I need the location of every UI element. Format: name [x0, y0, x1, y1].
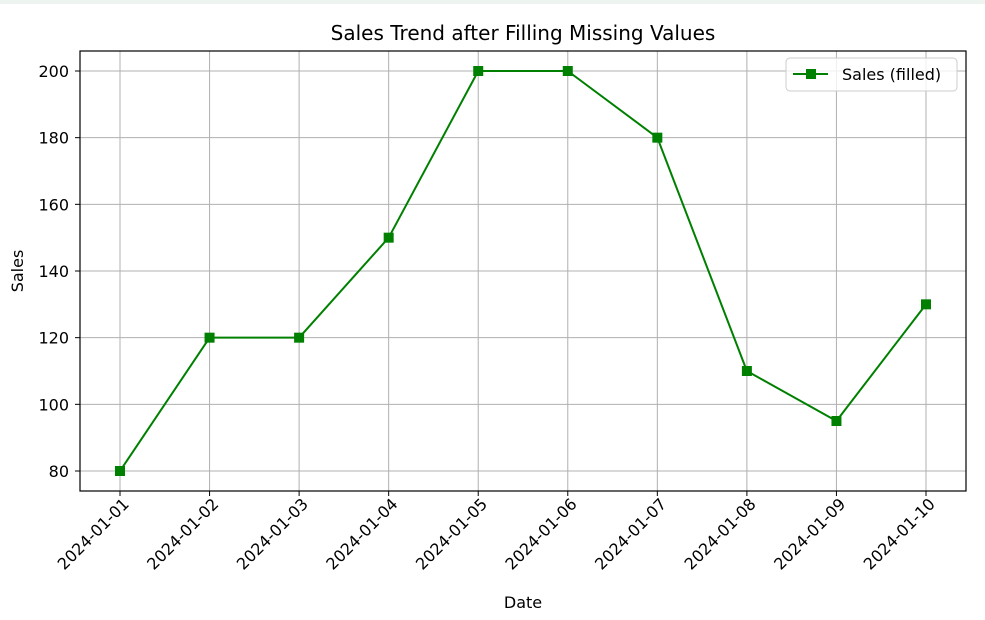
y-tick-label: 80	[49, 462, 69, 481]
x-tick-label: 2024-01-07	[591, 494, 670, 573]
data-point-marker	[741, 366, 752, 376]
y-tick-label: 160	[38, 195, 69, 214]
data-point-marker	[921, 299, 931, 310]
window-top-strip	[0, 0, 985, 4]
x-tick-label: 2024-01-08	[681, 494, 760, 573]
y-tick-label: 120	[38, 329, 69, 348]
x-tick-label: 2024-01-05	[412, 494, 491, 573]
x-tick-label: 2024-01-02	[143, 494, 222, 573]
x-axis-ticks: 2024-01-01 2024-01-02 2024-01-03 2024-01-04…	[54, 491, 939, 574]
data-point-marker	[204, 332, 215, 343]
legend-box	[785, 57, 958, 92]
x-axis-label: Date	[504, 593, 542, 612]
x-tick-label: 2024-01-09	[770, 494, 849, 573]
y-tick-label: 200	[38, 62, 69, 81]
series-line	[119, 70, 927, 472]
grid-lines	[80, 51, 966, 491]
x-tick-label: 2024-01-03	[233, 494, 312, 573]
legend-marker-square	[806, 69, 816, 79]
data-point-marker	[831, 416, 842, 426]
data-point-marker	[652, 132, 663, 143]
x-tick-label: 2024-01-10	[860, 494, 939, 573]
legend-label: Sales (filled)	[842, 65, 941, 84]
data-point-marker	[294, 332, 305, 343]
y-tick-label: 140	[38, 262, 69, 281]
series-layer	[115, 66, 931, 476]
data-point-marker	[562, 66, 573, 76]
y-axis-ticks: 80 100 120 140 160 180 200	[38, 62, 80, 481]
y-tick-label: 180	[38, 129, 69, 148]
x-tick-label: 2024-01-01	[54, 494, 133, 573]
data-point-marker	[383, 232, 394, 243]
chart-title: Sales Trend after Filling Missing Values	[331, 21, 716, 45]
x-tick-label: 2024-01-06	[501, 494, 580, 573]
data-point-marker	[115, 466, 125, 476]
data-point-marker	[473, 66, 484, 76]
y-axis-label: Sales	[8, 250, 27, 293]
y-tick-label: 100	[38, 395, 69, 414]
legend: Sales (filled)	[785, 57, 958, 92]
x-tick-label: 2024-01-04	[322, 494, 401, 573]
